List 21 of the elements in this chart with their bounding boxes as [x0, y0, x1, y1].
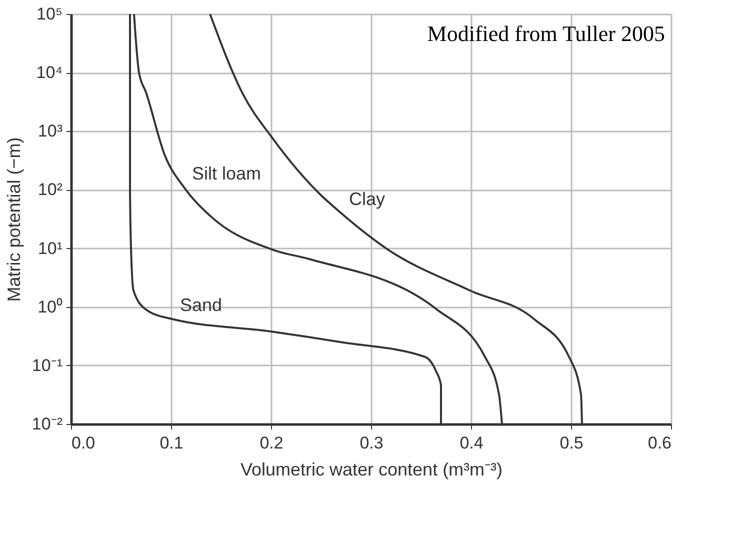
y-tick-label: 10⁻¹	[32, 356, 63, 375]
annotation: Sand	[180, 295, 222, 316]
y-tick-label: 10¹	[38, 238, 63, 258]
annotation: Silt loam	[192, 163, 262, 184]
x-tick-label: 0.2	[260, 434, 284, 452]
y-tick-label: 10⁰	[38, 297, 62, 316]
x-tick-label: 0.5	[560, 434, 584, 452]
y-tick-label: 10⁻²	[32, 414, 63, 434]
x-tick-label: 0.0	[72, 434, 96, 452]
y-tick-label: 10²	[38, 180, 63, 200]
y-tick-label: 10⁵	[36, 4, 62, 24]
x-tick-label: 0.1	[160, 434, 184, 452]
x-tick-label: 0.4	[460, 434, 484, 452]
annotation: Modified from Tuller 2005	[427, 21, 665, 46]
x-tick-label: 0.6	[648, 434, 672, 452]
annotation: Clay	[349, 189, 386, 210]
y-tick-label: 10³	[38, 122, 63, 141]
x-tick-label: 0.3	[360, 434, 384, 452]
y-tick-label: 10⁴	[36, 63, 62, 82]
y-axis-title: Matric potential (−m)	[4, 137, 24, 302]
x-axis-title: Volumetric water content (m³m⁻³)	[240, 460, 503, 480]
